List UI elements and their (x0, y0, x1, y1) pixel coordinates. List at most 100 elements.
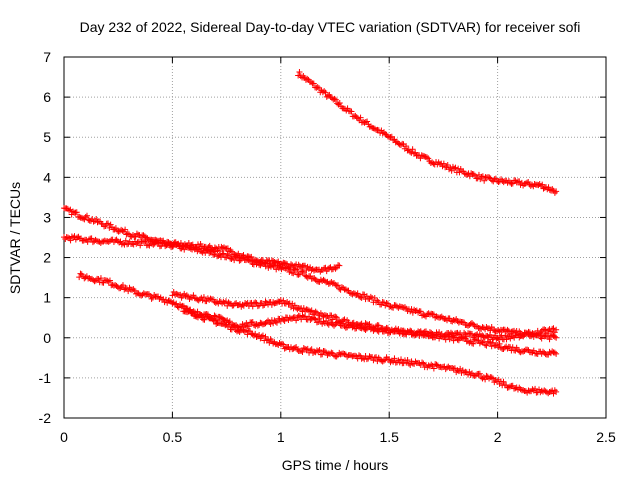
data-point (187, 245, 194, 252)
y-tick-label: 2 (43, 250, 51, 266)
data-point (101, 237, 108, 244)
data-point (259, 332, 266, 339)
data-point (532, 385, 539, 392)
data-point (450, 365, 457, 372)
data-point (296, 313, 303, 320)
data-point (371, 294, 378, 301)
data-point (304, 75, 311, 82)
data-point (151, 240, 158, 247)
data-point (281, 318, 288, 325)
data-point (293, 343, 300, 350)
data-point (357, 114, 364, 121)
data-point (505, 384, 512, 391)
data-point (332, 313, 339, 320)
data-point (294, 346, 301, 353)
data-point (517, 330, 524, 337)
data-point (344, 105, 351, 112)
data-point (331, 95, 338, 102)
data-point (106, 277, 113, 284)
data-point (64, 234, 71, 241)
data-point (214, 316, 221, 323)
data-point (421, 153, 428, 160)
data-point (427, 160, 434, 167)
x-tick-label: 2.5 (596, 429, 616, 445)
data-point (420, 329, 427, 336)
data-point (524, 330, 531, 337)
data-point (342, 286, 349, 293)
data-point (204, 311, 211, 318)
data-point (488, 374, 495, 381)
data-point (472, 172, 479, 179)
data-point (366, 353, 373, 360)
data-point (537, 183, 544, 190)
data-point (248, 253, 255, 260)
data-point (295, 271, 302, 278)
data-point (119, 282, 126, 289)
data-point (294, 265, 301, 272)
data-point (328, 319, 335, 326)
data-point (327, 350, 334, 357)
data-point (239, 321, 246, 328)
data-point (215, 252, 222, 259)
data-point (252, 299, 259, 306)
data-point (112, 237, 119, 244)
data-point (391, 327, 398, 334)
data-point (545, 327, 552, 334)
data-point (124, 230, 131, 237)
data-point (336, 262, 343, 269)
data-point (363, 356, 370, 363)
data-point (496, 340, 503, 347)
data-point (446, 315, 453, 322)
data-point (404, 357, 411, 364)
data-point (117, 285, 124, 292)
data-point (543, 330, 550, 337)
data-point (440, 160, 447, 167)
data-point (86, 275, 93, 282)
data-point (227, 247, 234, 254)
data-point (74, 234, 81, 241)
data-point (259, 302, 266, 309)
data-point (533, 332, 540, 339)
data-point (397, 141, 404, 148)
data-point (289, 315, 296, 322)
data-point (307, 347, 314, 354)
data-point (332, 96, 339, 103)
data-point (459, 319, 466, 326)
data-point (298, 264, 305, 271)
axis-ticks: 0 0.5 1 1.5 2 2.5 -2 -1 0 1 2 3 4 5 6 7 (39, 49, 616, 445)
data-point (403, 143, 410, 150)
data-point (512, 385, 519, 392)
data-point (404, 147, 411, 154)
data-point (341, 350, 348, 357)
data-point (367, 293, 374, 300)
data-point (375, 322, 382, 329)
data-point (129, 286, 136, 293)
data-point (483, 324, 490, 331)
data-point (358, 294, 365, 301)
data-point (422, 328, 429, 335)
data-point (336, 100, 343, 107)
y-tick-label: -1 (39, 370, 52, 386)
data-point (270, 299, 277, 306)
data-point (173, 290, 180, 297)
data-point (181, 246, 188, 253)
data-point (122, 226, 129, 233)
data-point (468, 170, 475, 177)
data-point (466, 339, 473, 346)
data-point (451, 330, 458, 337)
data-point (500, 378, 507, 385)
data-point (355, 324, 362, 331)
data-point (450, 317, 457, 324)
data-point (280, 297, 287, 304)
data-point (321, 348, 328, 355)
data-point (388, 133, 395, 140)
data-point (155, 239, 162, 246)
data-point (470, 171, 477, 178)
data-point (383, 326, 390, 333)
data-point (488, 177, 495, 184)
data-point (447, 164, 454, 171)
data-point (486, 174, 493, 181)
data-point (504, 326, 511, 333)
x-tick-label: 2 (494, 429, 502, 445)
